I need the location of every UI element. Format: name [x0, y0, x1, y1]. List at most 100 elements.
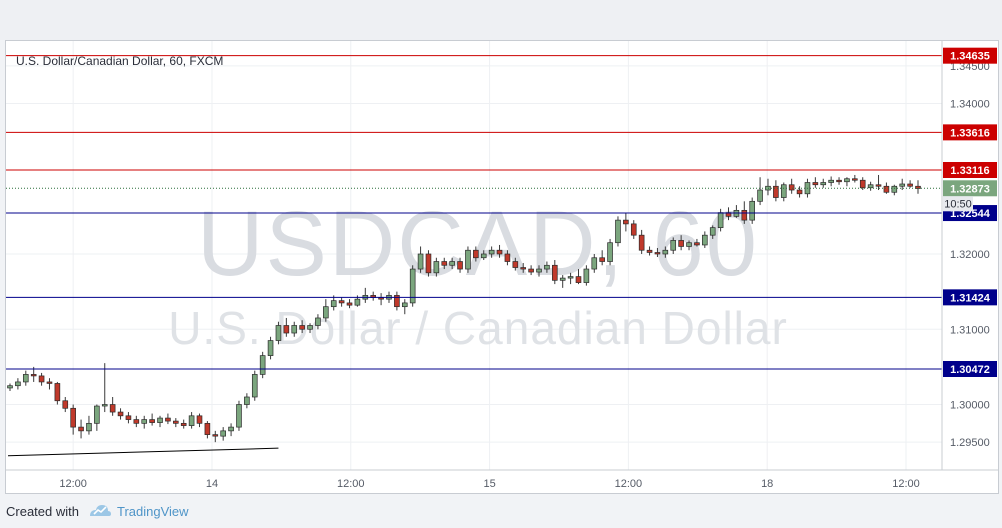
- candle: [907, 180, 913, 188]
- candle-body: [117, 411, 124, 417]
- candle-body: [488, 249, 495, 255]
- candle-body: [433, 261, 440, 274]
- support-label-bg: [943, 360, 997, 377]
- y-tick-label: 1.31000: [950, 324, 990, 336]
- candle-body: [244, 396, 250, 405]
- y-tick-label: 1.34500: [950, 61, 990, 73]
- candle-body: [828, 179, 834, 183]
- candle-body: [812, 182, 819, 186]
- candle-body: [891, 185, 898, 193]
- candle-body: [544, 264, 550, 270]
- candle: [488, 246, 495, 258]
- candle-body: [7, 385, 13, 389]
- candle: [528, 265, 534, 276]
- candle: [228, 423, 234, 437]
- candle-body: [101, 404, 108, 407]
- candle: [251, 370, 258, 401]
- candle: [694, 238, 700, 247]
- candle-body: [259, 355, 266, 375]
- candle-body: [354, 298, 361, 306]
- candle-body: [228, 426, 234, 432]
- candle: [283, 317, 290, 337]
- candle-body: [591, 257, 598, 270]
- candle-body: [567, 276, 574, 279]
- x-tick-label: 12:00: [59, 478, 87, 490]
- candle: [86, 415, 92, 435]
- candle-body: [394, 295, 400, 308]
- y-tick-label: 1.34000: [950, 98, 990, 110]
- candle-body: [204, 422, 211, 435]
- candle: [859, 177, 866, 191]
- candle-body: [741, 209, 748, 221]
- candle-body: [315, 317, 321, 326]
- candle-body: [757, 189, 763, 202]
- candle: [149, 413, 155, 426]
- candle: [401, 299, 408, 315]
- candle: [662, 246, 669, 258]
- candle-body: [141, 419, 148, 424]
- candle: [796, 186, 803, 198]
- candle-body: [165, 417, 171, 422]
- candle: [291, 321, 298, 337]
- candle: [7, 383, 13, 391]
- candle-body: [94, 405, 100, 424]
- candle: [15, 378, 21, 390]
- candle-body: [62, 400, 69, 409]
- candle-body: [149, 419, 155, 423]
- candle: [299, 320, 305, 334]
- candle-body: [330, 300, 337, 308]
- candle-body: [694, 242, 700, 246]
- candle: [441, 257, 448, 270]
- candle: [780, 182, 787, 202]
- candle: [575, 269, 582, 285]
- candle: [852, 174, 858, 183]
- tradingview-logo-icon[interactable]: [88, 501, 112, 519]
- candle: [330, 295, 337, 311]
- resistance-label-bg: [943, 124, 997, 141]
- candle: [757, 177, 763, 206]
- price-labels: 1.346351.336161.331161.325441.314241.304…: [943, 47, 997, 377]
- candle: [457, 257, 463, 273]
- footer: Created with TradingView: [0, 494, 1002, 528]
- candle: [630, 220, 637, 239]
- candle: [583, 265, 590, 286]
- candle-body: [788, 184, 795, 191]
- candle-body: [820, 182, 827, 186]
- candle: [417, 246, 424, 273]
- candle: [504, 250, 511, 266]
- candle-body: [188, 415, 195, 426]
- candle-body: [196, 415, 203, 424]
- trendline-layer: [7, 447, 279, 457]
- watermark: USDCAD, 60 U.S. Dollar / Canadian Dollar: [168, 193, 787, 354]
- candle-body: [38, 375, 45, 383]
- candle: [173, 418, 179, 428]
- candle-body: [220, 430, 226, 437]
- candle: [844, 177, 850, 187]
- candle: [591, 253, 598, 273]
- last-price-label: 1.32873: [950, 183, 990, 195]
- candle-body: [638, 234, 645, 251]
- candle-body: [654, 252, 661, 255]
- candle: [212, 430, 219, 443]
- candle-body: [646, 249, 653, 253]
- candle-body: [212, 434, 219, 437]
- candle: [820, 178, 827, 188]
- candle: [323, 299, 329, 322]
- x-tick-label: 14: [206, 478, 218, 490]
- candle-body: [323, 306, 329, 319]
- candle-body: [836, 179, 842, 183]
- tradingview-link[interactable]: TradingView: [117, 504, 189, 519]
- candle: [133, 415, 140, 428]
- candlestick-chart[interactable]: USDCAD, 60 U.S. Dollar / Canadian Dollar…: [6, 41, 998, 493]
- candle: [180, 419, 187, 429]
- chart-panel[interactable]: USDCAD, 60 U.S. Dollar / Canadian Dollar…: [5, 40, 999, 494]
- candle-body: [15, 381, 21, 387]
- x-tick-label: 12:00: [615, 478, 643, 490]
- resistance-label-bg: [943, 47, 997, 64]
- resistance-price-label: 1.34635: [950, 51, 990, 63]
- price-axis[interactable]: 1.29500 1.30000 1.31000 1.32000 1.34000 1.345…: [950, 61, 990, 449]
- support-price-label: 1.31424: [950, 292, 991, 304]
- countdown-label: 10:50: [944, 198, 972, 210]
- candle-body: [875, 184, 882, 187]
